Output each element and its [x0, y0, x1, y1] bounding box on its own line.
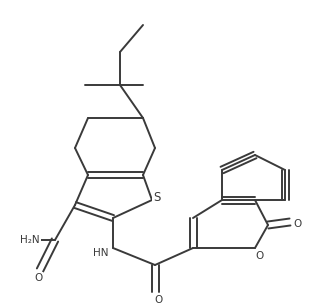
Text: S: S — [153, 191, 161, 204]
Text: HN: HN — [92, 248, 108, 258]
Text: O: O — [294, 219, 302, 229]
Text: O: O — [154, 295, 162, 305]
Text: H₂N: H₂N — [20, 235, 39, 245]
Text: O: O — [34, 273, 42, 283]
Text: O: O — [255, 251, 263, 261]
